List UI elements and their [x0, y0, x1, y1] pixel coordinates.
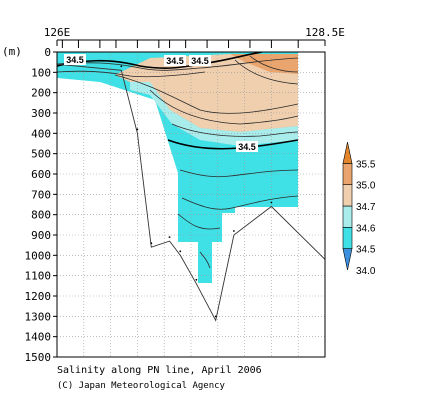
contour-labels: 34.5 34.5 34.5 34.5	[64, 54, 258, 152]
salinity-fill-34.7-35.0	[115, 54, 298, 132]
station-dots	[120, 65, 273, 318]
contour-line	[234, 59, 299, 85]
y-tick-label: 500	[31, 148, 51, 161]
station-dot	[150, 242, 153, 245]
contour-label: 34.5	[191, 56, 209, 66]
contour-line	[57, 70, 206, 78]
y-tick-label: 1400	[25, 331, 52, 344]
colorbar-label: 35.0	[356, 181, 376, 192]
y-tick-label: 700	[31, 188, 51, 201]
contour-label-bg	[164, 55, 186, 66]
station-dot	[232, 230, 235, 232]
credit-text: (C) Japan Meteorological Agency	[57, 381, 226, 391]
y-axis-ticks: 0 100 200 300 400 500 600 700 800 900 1000 1100 1200…	[25, 46, 57, 364]
colorbar-label: 34.6	[356, 223, 376, 234]
contour-line	[179, 169, 299, 178]
y-tick-label: 200	[31, 87, 51, 100]
x-tick-label-west: 126E	[44, 26, 71, 39]
contour-label-bg	[189, 55, 211, 66]
station-dot	[120, 65, 123, 68]
y-tick-label: 600	[31, 168, 51, 181]
y-axis-unit-label: (m)	[2, 45, 22, 58]
contour-label-bg	[64, 54, 86, 65]
colorbar-label: 34.5	[356, 245, 376, 256]
contour-line	[177, 213, 221, 230]
station-dot	[136, 128, 139, 131]
y-tick-label: 1500	[25, 351, 52, 364]
station-dot	[195, 278, 198, 281]
contour-line	[199, 251, 211, 269]
top-axis: 126E 128.5E	[44, 26, 345, 48]
y-tick-label: 900	[31, 229, 51, 242]
contour-line	[57, 57, 299, 71]
colorbar-label: 34.0	[356, 266, 376, 277]
colorbar-segment	[342, 227, 353, 249]
x-tick-label-east: 128.5E	[305, 26, 345, 39]
y-tick-label: 300	[31, 107, 51, 120]
colorbar-segment	[342, 141, 353, 164]
colorbar-segment	[342, 205, 353, 228]
contour-line	[149, 89, 299, 125]
colorbar-segment	[342, 184, 353, 207]
station-dot	[168, 236, 171, 239]
contour-line	[181, 195, 299, 210]
colorbar-label: 34.7	[356, 202, 376, 213]
y-tick-label: 1100	[25, 270, 52, 283]
y-tick-label: 1300	[25, 310, 52, 323]
contour-label-bg	[236, 141, 258, 152]
y-tick-label: 0	[44, 46, 51, 59]
contour-label: 34.5	[66, 55, 84, 65]
y-tick-label: 1000	[25, 249, 52, 262]
contour-label: 34.5	[238, 142, 256, 152]
contour-line	[249, 55, 299, 73]
bottom-topography-line	[56, 63, 326, 322]
plot-frame	[56, 51, 326, 358]
contour-line	[114, 74, 299, 114]
chart-title: Salinity along PN line, April 2006	[57, 365, 262, 376]
y-tick-label: 1200	[25, 290, 52, 303]
station-dot	[179, 250, 182, 253]
colorbar-segment	[342, 248, 353, 271]
colorbar-legend: 34.0 34.5 34.6 34.7 35.0 35.5	[342, 141, 376, 277]
contour-label: 34.5	[166, 56, 184, 66]
station-dot	[214, 315, 217, 318]
colorbar-label: 35.5	[356, 159, 376, 170]
y-tick-label: 800	[31, 209, 51, 222]
contour-line	[171, 123, 299, 137]
y-tick-label: 100	[31, 66, 51, 79]
contour-line	[57, 52, 263, 69]
y-tick-label: 400	[31, 127, 51, 140]
station-dot	[270, 201, 273, 204]
station-ticks	[56, 40, 326, 48]
contour-lines	[57, 55, 299, 269]
colorbar-segment	[342, 163, 353, 185]
